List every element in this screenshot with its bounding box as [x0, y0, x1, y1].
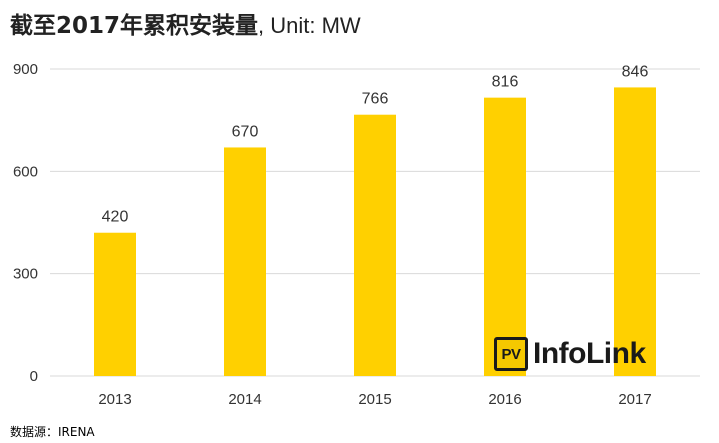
- chart-title: 截至2017年累积安装量, Unit: MW: [10, 6, 361, 40]
- data-label: 420: [102, 209, 129, 226]
- bar: [224, 147, 266, 376]
- y-tick-label: 0: [30, 368, 38, 385]
- bar: [94, 232, 136, 376]
- logo-badge: PV: [494, 337, 528, 371]
- chart-title-main: 截至2017年累积安装量: [10, 13, 259, 39]
- x-tick-label: 2015: [358, 391, 391, 408]
- y-tick-label: 600: [13, 163, 38, 180]
- bar: [484, 97, 526, 377]
- chart-title-unit: , Unit: MW: [258, 13, 361, 38]
- infolink-logo: PV InfoLink: [494, 337, 646, 371]
- data-label: 670: [232, 123, 259, 140]
- bar: [354, 114, 396, 376]
- bar: [614, 87, 656, 377]
- y-tick-label: 300: [13, 266, 38, 283]
- x-tick-label: 2014: [228, 391, 261, 408]
- x-tick-label: 2013: [98, 391, 131, 408]
- data-label: 766: [362, 91, 389, 108]
- data-source: 数据源：IRENA: [10, 425, 95, 439]
- x-tick-label: 2016: [488, 391, 521, 408]
- data-label: 846: [622, 63, 649, 80]
- data-label: 816: [492, 74, 519, 91]
- y-tick-label: 900: [13, 61, 38, 78]
- logo-text: InfoLink: [533, 337, 646, 370]
- x-tick-label: 2017: [618, 391, 651, 408]
